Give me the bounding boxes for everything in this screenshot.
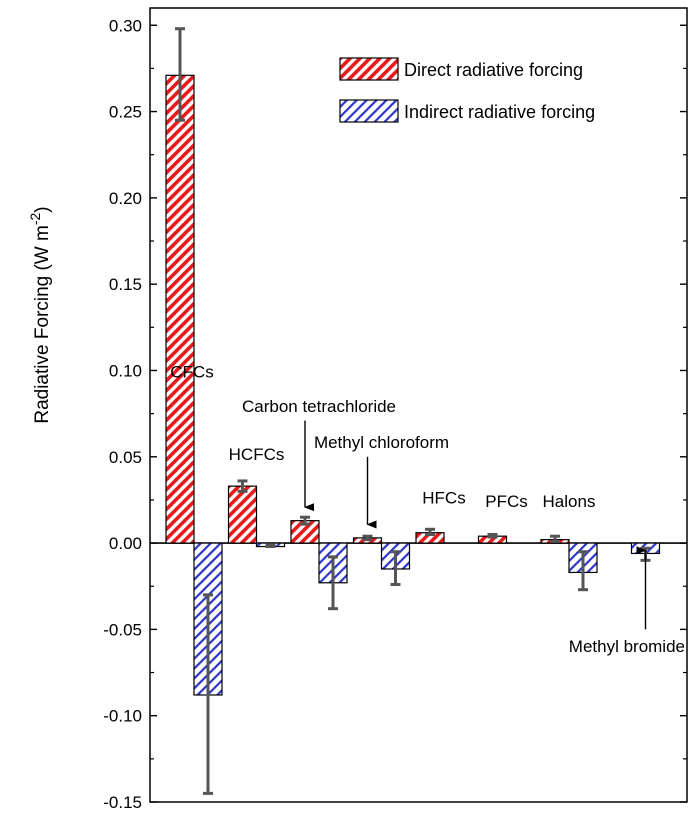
y-tick-label: 0.15 [109, 275, 142, 294]
y-axis-label-exponent: -2 [27, 212, 43, 225]
y-tick-label: 0.20 [109, 189, 142, 208]
category-label: PFCs [485, 492, 528, 511]
legend-swatch-indirect [339, 99, 399, 123]
category-label: HFCs [422, 488, 465, 507]
y-tick-label: -0.10 [103, 707, 142, 726]
direct-forcing-bar [227, 485, 258, 544]
category-label: Carbon tetrachloride [242, 397, 396, 416]
legend-swatch-direct [339, 57, 399, 81]
category-label: CFCs [170, 362, 213, 381]
direct-forcing-bar [165, 74, 195, 544]
y-tick-label: 0.05 [109, 448, 142, 467]
y-tick-label: 0.30 [109, 16, 142, 35]
y-axis-label: Radiative Forcing (W m-2) [27, 206, 53, 423]
y-tick-label: 0.10 [109, 361, 142, 380]
legend-label-direct: Direct radiative forcing [404, 60, 583, 80]
plot-frame [149, 7, 688, 803]
category-label: Methyl chloroform [314, 433, 449, 452]
category-label: HCFCs [229, 445, 285, 464]
category-label: Halons [543, 492, 596, 511]
y-tick-label: -0.05 [103, 620, 142, 639]
y-axis-label-text: Radiative Forcing (W m [32, 225, 53, 424]
legend-label-indirect: Indirect radiative forcing [404, 102, 595, 122]
y-tick-label: 0.25 [109, 103, 142, 122]
category-label: Methyl bromide [569, 637, 685, 656]
y-tick-label: 0.00 [109, 534, 142, 553]
y-axis-label-close: ) [32, 206, 53, 212]
y-tick-label: -0.15 [103, 793, 142, 811]
